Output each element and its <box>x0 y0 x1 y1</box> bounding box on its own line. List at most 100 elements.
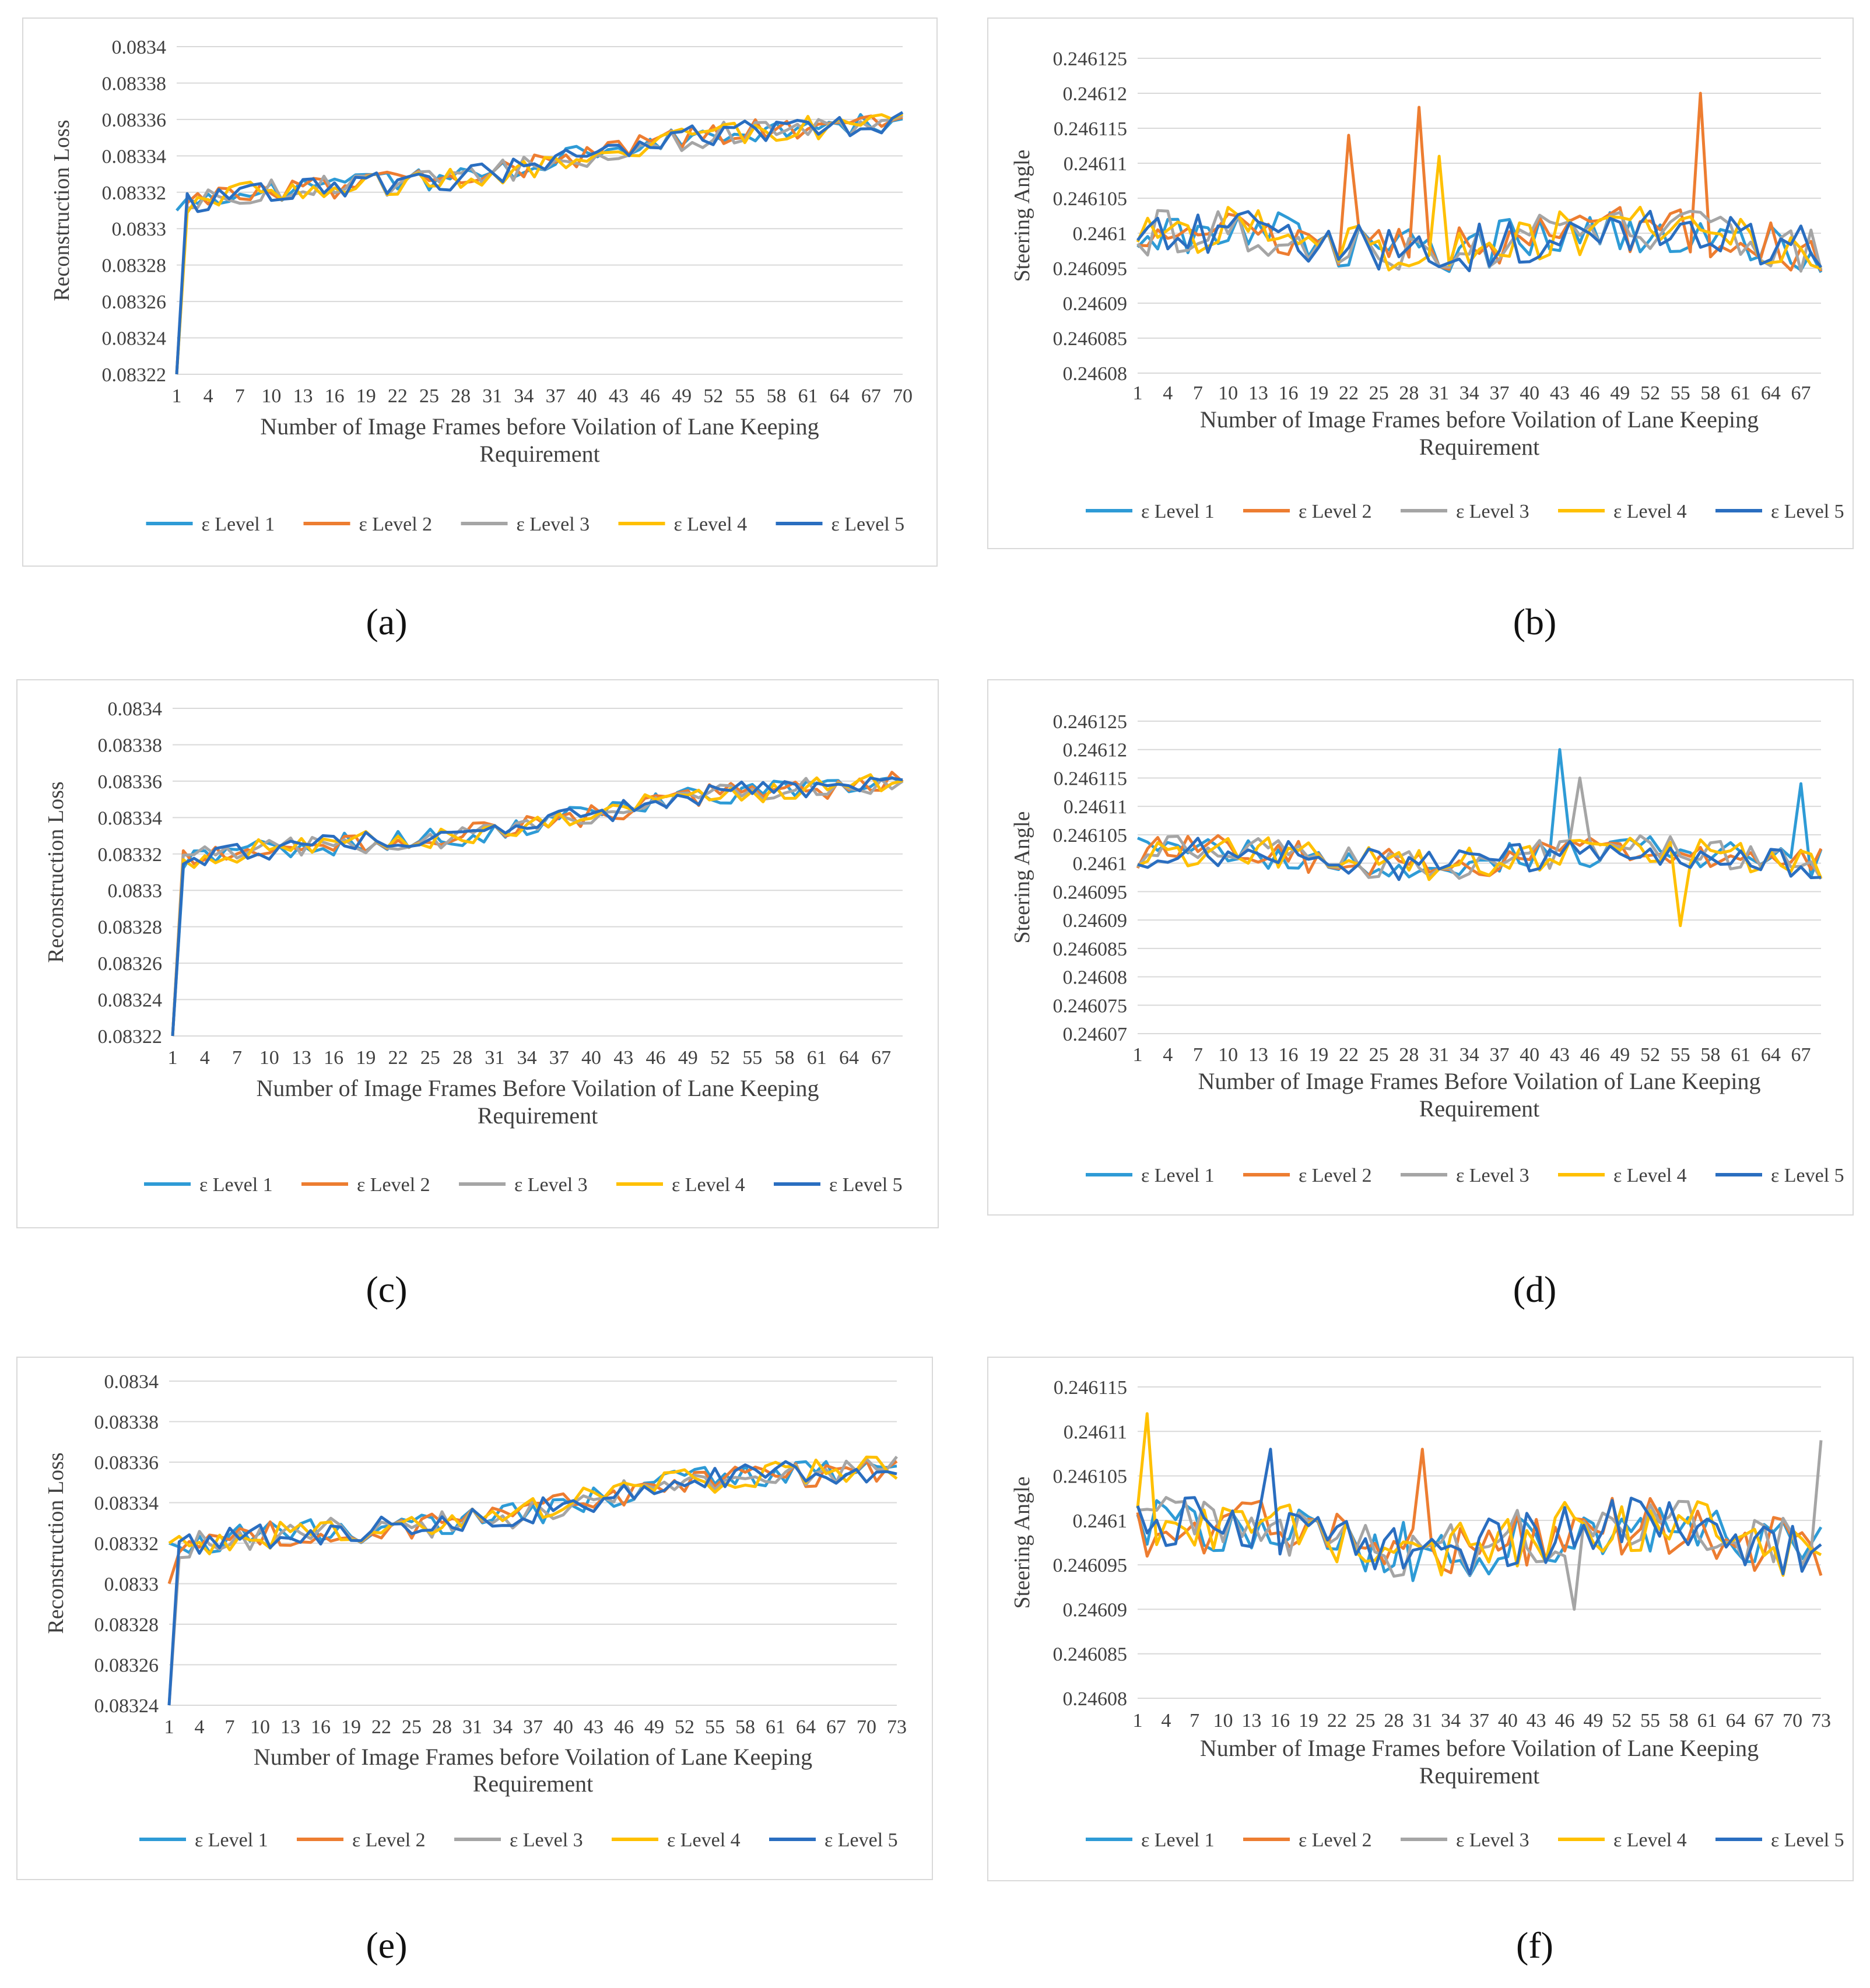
chart-a-xtick: 34 <box>514 385 534 407</box>
chart-c-xtick: 7 <box>232 1047 242 1069</box>
chart-f-xtick: 64 <box>1726 1710 1746 1731</box>
chart-c-ytick: 0.08336 <box>98 771 163 793</box>
chart-b-ytick: 0.246115 <box>1054 118 1127 140</box>
chart-f-xtick: 16 <box>1270 1710 1290 1731</box>
panel-label-b: (b) <box>1513 601 1557 642</box>
chart-c-xtick: 64 <box>839 1047 859 1069</box>
chart-a-xtick: 58 <box>766 385 786 407</box>
chart-a-xtick: 67 <box>861 385 881 407</box>
chart-b-ytick: 0.2461 <box>1073 223 1128 245</box>
chart-c-legend-label: ε Level 2 <box>357 1174 430 1196</box>
chart-d-xtick: 7 <box>1193 1044 1203 1066</box>
chart-a-xtick: 4 <box>204 385 213 407</box>
chart-e-series-5 <box>167 1460 897 1706</box>
chart-b-legend-label: ε Level 2 <box>1299 501 1372 522</box>
chart-f-xtick: 70 <box>1783 1710 1802 1731</box>
chart-c-legend-label: ε Level 4 <box>672 1174 745 1196</box>
chart-a-ytick: 0.08338 <box>102 73 167 94</box>
chart-d-xtick: 19 <box>1308 1044 1328 1066</box>
chart-e-xtick: 43 <box>584 1716 604 1738</box>
chart-f-xtick: 49 <box>1583 1710 1603 1731</box>
chart-a-xtick: 16 <box>325 385 345 407</box>
chart-c-series-4 <box>171 773 903 1037</box>
chart-c-xtick: 22 <box>388 1047 408 1069</box>
chart-b-xtick: 37 <box>1489 382 1509 404</box>
chart-b-xtick: 31 <box>1429 382 1449 404</box>
chart-c-svg: 0.08340.083380.083360.083340.083320.0833… <box>16 679 939 1228</box>
chart-d-svg: 0.2461250.246120.2461150.246110.2461050.… <box>987 679 1854 1216</box>
chart-e-legend-label: ε Level 4 <box>667 1829 741 1851</box>
chart-f-xtick: 46 <box>1555 1710 1575 1731</box>
chart-c-ytick: 0.08334 <box>98 807 163 829</box>
chart-b-xtick: 61 <box>1731 382 1750 404</box>
chart-d-ytick: 0.24609 <box>1063 910 1128 932</box>
chart-e-xtick: 7 <box>225 1716 235 1738</box>
chart-c-xtick: 13 <box>292 1047 311 1069</box>
chart-c-ytick: 0.08326 <box>98 953 163 975</box>
chart-panel-e: 0.0834 0.08338 0.08336 0.08334 0.08332 0.0833… <box>16 1357 933 1880</box>
chart-d-xtick: 34 <box>1459 1044 1479 1066</box>
chart-d-xtick: 40 <box>1520 1044 1539 1066</box>
chart-e-xtick: 67 <box>826 1716 846 1738</box>
chart-f-ytick: 0.24609 <box>1063 1599 1128 1621</box>
chart-e-xtick: 16 <box>311 1716 331 1738</box>
chart-c-xlabel: Number of Image Frames Before Voilation … <box>257 1075 819 1101</box>
chart-b-xtick: 10 <box>1218 382 1238 404</box>
chart-f-ytick: 0.246115 <box>1054 1377 1127 1399</box>
chart-c-ytick: 0.08324 <box>98 990 163 1011</box>
chart-c-legend-label: ε Level 5 <box>829 1174 903 1196</box>
chart-b-legend-label: ε Level 1 <box>1141 501 1215 522</box>
chart-e-legend-label: ε Level 3 <box>510 1829 583 1851</box>
chart-f-xlabel: Requirement <box>1419 1762 1540 1789</box>
chart-e-legend-label: ε Level 5 <box>825 1829 898 1851</box>
panel-label-f: (f) <box>1516 1924 1553 1966</box>
chart-a-series-2 <box>175 114 903 375</box>
chart-d-ytick: 0.246085 <box>1053 939 1128 960</box>
chart-d-ytick: 0.246095 <box>1053 881 1128 903</box>
chart-c-xtick: 67 <box>871 1047 891 1069</box>
chart-d-xtick: 16 <box>1279 1044 1299 1066</box>
chart-c-legend-label: ε Level 1 <box>199 1174 273 1196</box>
chart-c-xtick: 55 <box>742 1047 762 1069</box>
chart-c-ytick: 0.08338 <box>98 735 163 756</box>
chart-e-xtick: 55 <box>705 1716 725 1738</box>
chart-b-ytick: 0.246125 <box>1053 48 1128 70</box>
chart-f-legend-label: ε Level 5 <box>1771 1829 1844 1851</box>
chart-b-ytick: 0.24612 <box>1063 83 1128 105</box>
chart-c-series-1 <box>171 776 904 1037</box>
chart-b-series-4 <box>1136 154 1822 272</box>
chart-f-ytick: 0.24608 <box>1063 1688 1128 1710</box>
chart-b-xtick: 40 <box>1520 382 1539 404</box>
chart-f-legend-label: ε Level 2 <box>1299 1829 1372 1851</box>
chart-b-xtick: 22 <box>1339 382 1359 404</box>
chart-b-svg: 0.2461250.246120.2461150.246110.2461050.… <box>987 17 1854 549</box>
chart-b-ytick: 0.24608 <box>1063 363 1128 385</box>
chart-a-xtick: 19 <box>356 385 376 407</box>
chart-d-ytick: 0.24612 <box>1063 740 1128 761</box>
chart-a-xtick: 13 <box>293 385 313 407</box>
chart-d-xtick: 52 <box>1640 1044 1660 1066</box>
chart-f-xtick: 13 <box>1241 1710 1261 1731</box>
chart-c-xtick: 1 <box>168 1047 178 1069</box>
chart-f-xtick: 25 <box>1356 1710 1376 1731</box>
chart-f-xtick: 28 <box>1384 1710 1404 1731</box>
chart-c-xtick: 46 <box>646 1047 666 1069</box>
chart-a-xtick: 1 <box>172 385 182 407</box>
chart-f-ylabel: Steering Angle <box>1010 1477 1034 1609</box>
chart-f-xtick: 34 <box>1441 1710 1461 1731</box>
chart-d-xlabel: Number of Image Frames Before Voilation … <box>1198 1068 1761 1094</box>
chart-c-xtick: 58 <box>774 1047 794 1069</box>
chart-c-xtick: 52 <box>710 1047 730 1069</box>
chart-a-xlabel: Number of Image Frames before Voilation … <box>260 413 819 440</box>
chart-a-xtick: 25 <box>419 385 439 407</box>
chart-f-xtick: 61 <box>1697 1710 1717 1731</box>
chart-e-xtick: 46 <box>614 1716 634 1738</box>
chart-b-ytick: 0.246105 <box>1053 188 1128 210</box>
chart-e-series-4 <box>168 1455 898 1555</box>
chart-e-xtick: 34 <box>493 1716 513 1738</box>
chart-a-legend-label: ε Level 3 <box>517 514 590 535</box>
chart-a-ytick: 0.08328 <box>102 255 167 277</box>
chart-a-xtick: 28 <box>451 385 471 407</box>
chart-d-ytick: 0.24611 <box>1064 796 1127 818</box>
chart-e-xtick: 37 <box>523 1716 543 1738</box>
